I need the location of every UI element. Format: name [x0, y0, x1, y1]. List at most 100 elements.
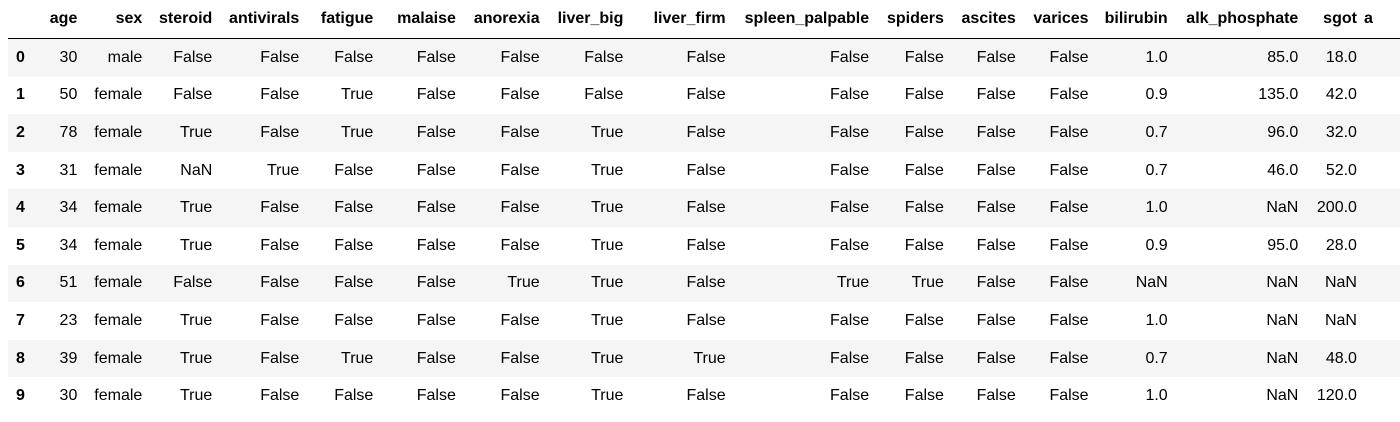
table-cell: True — [180, 123, 213, 141]
table-cell: False — [416, 387, 456, 405]
table-cell — [1364, 377, 1400, 415]
table-cell: False — [416, 86, 456, 104]
row-index: 2 — [16, 123, 25, 141]
column-header: spiders — [876, 0, 951, 39]
table-cell: False — [260, 86, 300, 104]
table-cell: female — [94, 274, 143, 292]
table-cell: True — [591, 199, 624, 217]
table-cell: NaN — [1324, 274, 1357, 292]
index-header — [8, 0, 39, 39]
table-cell: False — [830, 236, 870, 254]
table-cell: 95.0 — [1267, 236, 1299, 254]
table-cell: False — [260, 311, 300, 329]
table-cell: False — [334, 236, 374, 254]
table-cell: False — [686, 123, 726, 141]
table-cell: False — [976, 161, 1016, 179]
table-cell: False — [686, 387, 726, 405]
column-header: liver_firm — [630, 0, 733, 39]
table-cell: False — [260, 199, 300, 217]
table-cell: True — [180, 199, 213, 217]
table-cell: False — [260, 274, 300, 292]
table-cell: True — [911, 274, 944, 292]
row-index: 4 — [16, 199, 25, 217]
table-cell: 39 — [59, 349, 78, 367]
table-cell — [1364, 189, 1400, 227]
table-cell: False — [334, 161, 374, 179]
table-cell: False — [1049, 236, 1089, 254]
table-cell — [1364, 340, 1400, 378]
table-cell: True — [591, 274, 624, 292]
table-cell: 0.9 — [1145, 86, 1168, 104]
table-cell: male — [107, 48, 143, 66]
table-cell: False — [416, 123, 456, 141]
table-cell: False — [260, 236, 300, 254]
table-cell — [1364, 152, 1400, 190]
table-cell: False — [904, 86, 944, 104]
table-cell: False — [500, 349, 540, 367]
table-cell: False — [584, 48, 624, 66]
column-header: ascites — [950, 0, 1023, 39]
table-cell: female — [94, 236, 143, 254]
table-cell: False — [173, 86, 213, 104]
table-cell — [1364, 114, 1400, 152]
table-cell — [1364, 302, 1400, 340]
table-cell: 46.0 — [1267, 161, 1299, 179]
table-cell: False — [416, 161, 456, 179]
table-cell: False — [1049, 161, 1089, 179]
table-cell: False — [500, 161, 540, 179]
table-cell: False — [584, 86, 624, 104]
table-cell: False — [416, 311, 456, 329]
table-cell: False — [260, 349, 300, 367]
table-cell: 30 — [59, 387, 78, 405]
table-cell: 1.0 — [1145, 48, 1168, 66]
table-cell: False — [904, 48, 944, 66]
table-cell: NaN — [1324, 311, 1357, 329]
table-cell — [1364, 39, 1400, 77]
column-header: fatigue — [306, 0, 381, 39]
table-cell: False — [830, 161, 870, 179]
table-cell: False — [334, 48, 374, 66]
row-index: 3 — [16, 161, 25, 179]
table-cell: False — [686, 48, 726, 66]
table-cell: False — [416, 48, 456, 66]
table-cell: 0.7 — [1145, 349, 1168, 367]
table-cell: 85.0 — [1267, 48, 1299, 66]
row-index: 0 — [16, 48, 25, 66]
table-cell: False — [904, 123, 944, 141]
table-cell: True — [341, 123, 374, 141]
table-row: 6 51 female False False False False True True Fal… — [8, 264, 1400, 303]
table-cell: True — [341, 349, 374, 367]
table-cell: 42.0 — [1325, 86, 1357, 104]
table-cell: False — [1049, 349, 1089, 367]
table-cell: 51 — [59, 274, 78, 292]
table-cell: False — [830, 387, 870, 405]
table-cell: 23 — [59, 311, 78, 329]
table-cell: False — [500, 199, 540, 217]
table-cell: False — [830, 311, 870, 329]
table-cell: False — [830, 123, 870, 141]
table-cell: False — [976, 349, 1016, 367]
table-cell: False — [976, 387, 1016, 405]
table-cell: 0.9 — [1145, 236, 1168, 254]
table-row: 0 30 male False False False False False False Fal… — [8, 38, 1400, 77]
table-cell: 1.0 — [1145, 311, 1168, 329]
table-cell: False — [260, 123, 300, 141]
table-cell: False — [830, 48, 870, 66]
table-cell: False — [173, 48, 213, 66]
table-cell — [1364, 77, 1400, 115]
table-cell: False — [904, 311, 944, 329]
table-cell: 52.0 — [1325, 161, 1357, 179]
column-header: sgot — [1305, 0, 1364, 39]
table-cell: 0.7 — [1145, 161, 1168, 179]
table-row: 5 34 female True False False False False True Fal… — [8, 226, 1400, 265]
table-cell: False — [334, 199, 374, 217]
table-cell: False — [1049, 48, 1089, 66]
column-header: sex — [84, 0, 150, 39]
row-index: 5 — [16, 236, 25, 254]
table-cell: False — [830, 86, 870, 104]
table-cell: False — [976, 199, 1016, 217]
table-cell: False — [976, 274, 1016, 292]
table-row: 1 50 female False False True False False False Fa… — [8, 76, 1400, 115]
table-cell: 1.0 — [1145, 199, 1168, 217]
table-cell: False — [830, 349, 870, 367]
